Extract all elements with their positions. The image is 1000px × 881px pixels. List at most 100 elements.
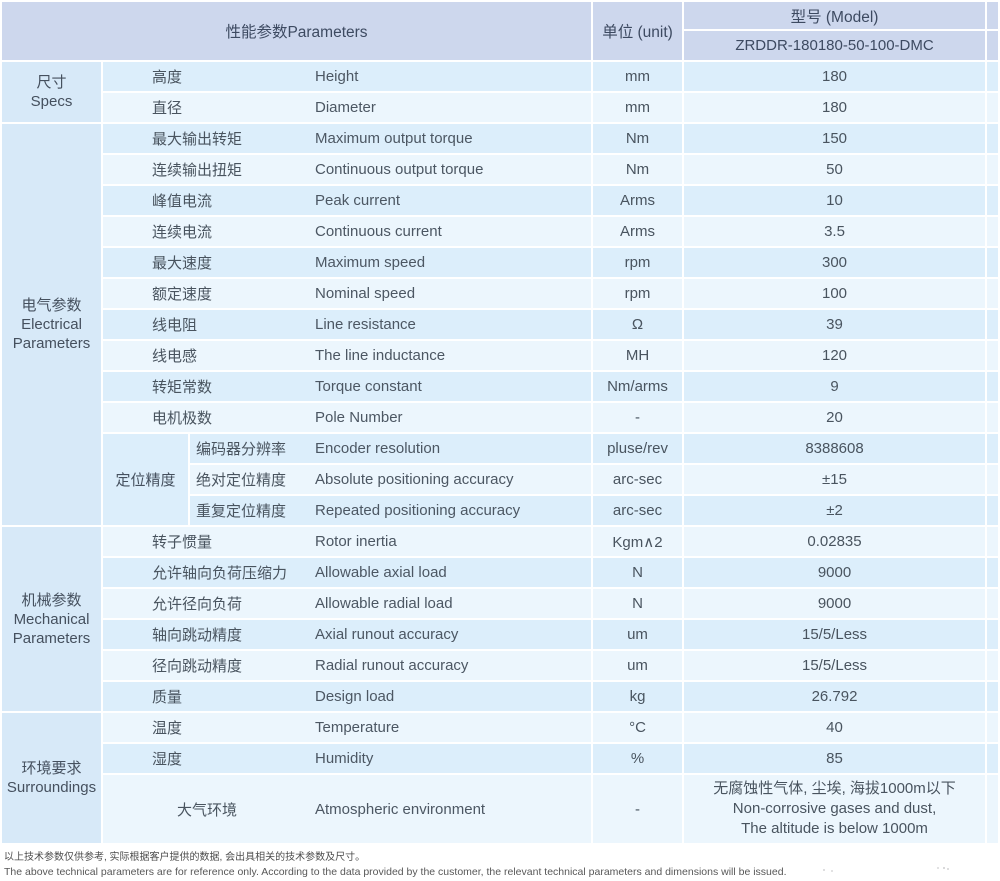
param-label-en: Nominal speed [315, 285, 416, 302]
param-label-zh: 线电阻 [152, 317, 198, 334]
unit-cell: % [593, 744, 685, 775]
value-cell: 150 [684, 124, 988, 155]
param-label-zh: 最大输出转矩 [152, 131, 243, 148]
param-label-zh: 绝对定位精度 [196, 472, 287, 489]
strip-cell [987, 93, 1000, 124]
param-label-zh: 大气环境 [177, 801, 238, 819]
table-row: 重复定位精度 Repeated positioning accuracy arc-… [0, 496, 1000, 527]
strip-cell [987, 124, 1000, 155]
value-cell: 50 [684, 155, 988, 186]
strip-cell [987, 62, 1000, 93]
table-row: 线电阻 Line resistance Ω 39 [0, 310, 1000, 341]
header-model-value: ZRDDR-180180-50-100-DMC [684, 31, 988, 62]
param-label-cell: 允许径向负荷 Allowable radial load [103, 589, 594, 620]
strip-cell [987, 465, 1000, 496]
param-label-cell: 线电感 The line inductance [103, 341, 594, 372]
value-cell: 9 [684, 372, 988, 403]
strip-cell [987, 434, 1000, 465]
unit-cell: mm [593, 62, 685, 93]
param-label-zh: 直径 [152, 100, 183, 117]
param-label-en: Height [315, 68, 359, 85]
unit-cell: kg [593, 682, 685, 713]
param-label-cell: 峰值电流 Peak current [103, 186, 594, 217]
table-row: 湿度 Humidity % 85 [0, 744, 1000, 775]
param-label-zh: 湿度 [152, 751, 183, 768]
header-row-2: ZRDDR-180180-50-100-DMC [0, 31, 1000, 62]
param-label-zh: 温度 [152, 720, 183, 737]
table-row: 径向跳动精度 Radial runout accuracy um 15/5/Les… [0, 651, 1000, 682]
footnote-zh: 以上技术参数仅供参考, 实际根据客户提供的数据, 会出具相关的技术参数及尺寸。 [4, 852, 366, 863]
unit-cell: Arms [593, 186, 685, 217]
param-label-cell: 转矩常数 Torque constant [103, 372, 594, 403]
footnote-en: The above technical parameters are for r… [4, 866, 787, 878]
unit-cell: pluse/rev [593, 434, 685, 465]
param-label-cell: 质量 Design load [103, 682, 594, 713]
strip-cell [987, 589, 1000, 620]
param-label-cell: 高度 Height [103, 62, 594, 93]
unit-cell: Nm [593, 155, 685, 186]
param-label-zh: 转矩常数 [152, 379, 213, 396]
param-label-en: Diameter [315, 99, 376, 116]
table-row: 环境要求 Surroundings 温度 Temperature °C 40 [0, 713, 1000, 845]
strip-cell [987, 403, 1000, 434]
unit-cell: arc-sec [593, 465, 685, 496]
strip-cell [987, 527, 1000, 558]
unit-cell: °C [593, 713, 685, 744]
param-label-en: Peak current [315, 192, 401, 209]
param-label-en: Allowable axial load [315, 564, 447, 581]
param-label-zh: 径向跳动精度 [152, 658, 243, 675]
value-cell: 15/5/Less [684, 651, 988, 682]
param-label-zh: 峰值电流 [152, 193, 213, 210]
strip-cell [987, 186, 1000, 217]
value-cell: ±15 [684, 465, 988, 496]
value-cell: 39 [684, 310, 988, 341]
param-label-cell: 额定速度 Nominal speed [103, 279, 594, 310]
unit-cell: rpm [593, 248, 685, 279]
group-electrical: 电气参数 Electrical Parameters [0, 124, 103, 527]
param-label-en: Continuous current [315, 223, 442, 240]
unit-cell: um [593, 651, 685, 682]
param-label-zh: 转子惯量 [152, 534, 213, 551]
table-row: 连续输出扭矩 Continuous output torque Nm 50 [0, 155, 1000, 186]
param-label-cell: 转子惯量 Rotor inertia [103, 527, 594, 558]
param-label-cell: 径向跳动精度 Radial runout accuracy [103, 651, 594, 682]
value-cell: 10 [684, 186, 988, 217]
param-label-en: Maximum output torque [315, 130, 473, 147]
strip-cell [987, 775, 1000, 845]
param-label-en: Torque constant [315, 378, 422, 395]
unit-cell: - [593, 775, 685, 845]
param-label-cell: 允许轴向负荷压缩力 Allowable axial load [103, 558, 594, 589]
param-label-zh: 高度 [152, 69, 183, 86]
strip-cell [987, 341, 1000, 372]
param-label-en: Absolute positioning accuracy [315, 471, 514, 488]
value-cell: 180 [684, 62, 988, 93]
param-label-en: Pole Number [315, 409, 403, 426]
unit-cell: Arms [593, 217, 685, 248]
strip-cell [987, 558, 1000, 589]
watermark-smudge [943, 867, 945, 869]
spec-table: 性能参数Parameters 单位 (unit) 型号 (Model) ZRDD… [0, 0, 1000, 845]
param-label-cell: 最大输出转矩 Maximum output torque [103, 124, 594, 155]
header-row-1: 性能参数Parameters 单位 (unit) 型号 (Model) [0, 0, 1000, 62]
strip-cell [987, 651, 1000, 682]
strip-cell [987, 682, 1000, 713]
table-row: 绝对定位精度 Absolute positioning accuracy arc-… [0, 465, 1000, 496]
param-label-cell: 编码器分辨率 Encoder resolution [190, 434, 594, 465]
table-row: 轴向跳动精度 Axial runout accuracy um 15/5/Less [0, 620, 1000, 651]
value-cell: 300 [684, 248, 988, 279]
value-cell: 无腐蚀性气体, 尘埃, 海拔1000m以下 Non-corrosive gase… [684, 775, 988, 845]
param-label-cell: 湿度 Humidity [103, 744, 594, 775]
table-row: 电气参数 Electrical Parameters 最大输出转矩 Maximum… [0, 124, 1000, 527]
header-parameters: 性能参数Parameters [0, 0, 594, 62]
param-label-en: Design load [315, 688, 395, 705]
group-surroundings: 环境要求 Surroundings [0, 713, 103, 845]
value-cell: 180 [684, 93, 988, 124]
param-label-zh: 线电感 [152, 348, 198, 365]
unit-cell: MH [593, 341, 685, 372]
table-row: 最大速度 Maximum speed rpm 300 [0, 248, 1000, 279]
unit-cell: - [593, 403, 685, 434]
param-label-zh: 重复定位精度 [196, 503, 287, 520]
param-label-cell: 连续输出扭矩 Continuous output torque [103, 155, 594, 186]
value-cell: ±2 [684, 496, 988, 527]
unit-cell: rpm [593, 279, 685, 310]
